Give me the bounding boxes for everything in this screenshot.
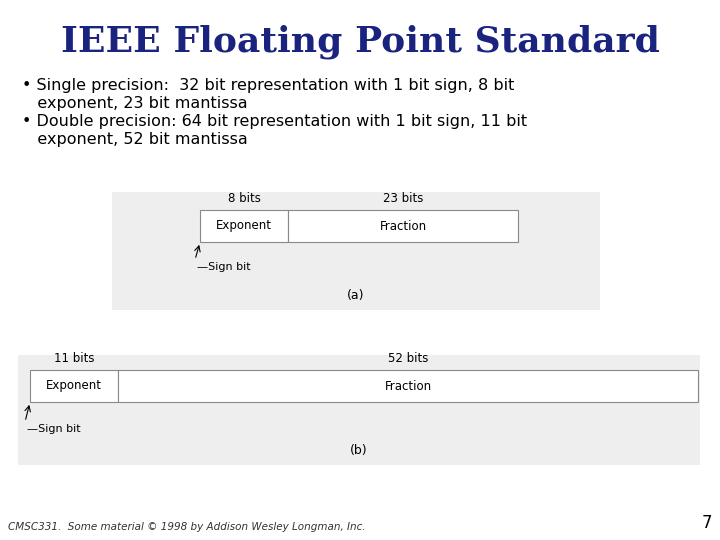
Text: • Double precision: 64 bit representation with 1 bit sign, 11 bit: • Double precision: 64 bit representatio… (22, 114, 527, 129)
Text: Exponent: Exponent (46, 380, 102, 393)
Bar (18, 355, 700, 465)
Text: Fraction: Fraction (384, 380, 431, 393)
Text: (a): (a) (347, 289, 365, 302)
Text: 52 bits: 52 bits (388, 352, 428, 365)
Text: (b): (b) (350, 444, 368, 457)
Text: —Sign bit: —Sign bit (197, 262, 251, 272)
Bar (288, 210, 518, 242)
Text: 7: 7 (701, 514, 712, 532)
Bar (30, 370, 118, 402)
Text: exponent, 23 bit mantissa: exponent, 23 bit mantissa (22, 96, 248, 111)
Text: Exponent: Exponent (216, 219, 272, 233)
Text: CMSC331.  Some material © 1998 by Addison Wesley Longman, Inc.: CMSC331. Some material © 1998 by Addison… (8, 522, 366, 532)
Bar (112, 192, 600, 310)
Text: 11 bits: 11 bits (54, 352, 94, 365)
Text: Fraction: Fraction (379, 219, 426, 233)
Text: 8 bits: 8 bits (228, 192, 261, 205)
Text: —Sign bit: —Sign bit (27, 424, 81, 434)
Text: exponent, 52 bit mantissa: exponent, 52 bit mantissa (22, 132, 248, 147)
Bar (118, 370, 698, 402)
Text: • Single precision:  32 bit representation with 1 bit sign, 8 bit: • Single precision: 32 bit representatio… (22, 78, 514, 93)
Text: IEEE Floating Point Standard: IEEE Floating Point Standard (60, 25, 660, 59)
Text: 23 bits: 23 bits (383, 192, 423, 205)
Bar (200, 210, 288, 242)
